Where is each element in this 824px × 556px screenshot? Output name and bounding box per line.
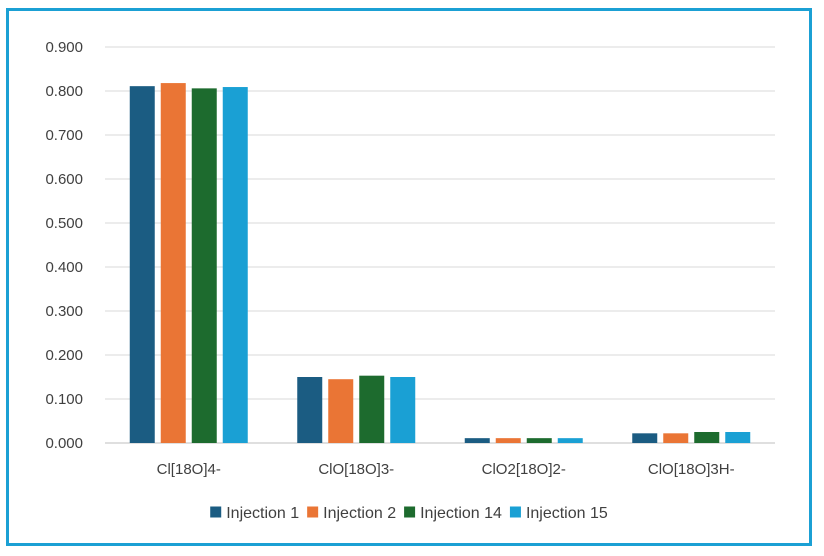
legend-label: Injection 2 — [323, 505, 396, 522]
legend-swatch — [210, 506, 222, 518]
bar-injection-15-2 — [557, 438, 583, 443]
bar-injection-15-0 — [222, 87, 248, 443]
bar-injection-2-2 — [495, 438, 521, 443]
x-tick-label: ClO[18O]3- — [318, 461, 394, 478]
legend-item-injection-15: Injection 15 — [509, 505, 608, 522]
x-axis-tick-labels: Cl[18O]4- ClO[18O]3- ClO2[18O]2- ClO[18O]3H… — [157, 461, 735, 478]
legend-swatch — [509, 506, 521, 518]
legend-label: Injection 1 — [226, 505, 299, 522]
bar-injection-1-3 — [632, 433, 658, 443]
bar-chart: 0.000 0.100 0.200 0.300 0.400 0.500 0.600 0.700… — [45, 39, 775, 522]
bars — [129, 83, 751, 444]
bar-injection-14-2 — [526, 438, 552, 443]
y-tick-label: 0.200 — [45, 347, 83, 364]
legend: Injection 1 Injection 2 Injection 14 Inject… — [210, 505, 608, 522]
y-tick-label: 0.800 — [45, 83, 83, 100]
bar-injection-15-3 — [725, 432, 751, 443]
y-tick-label: 0.300 — [45, 303, 83, 320]
x-tick-label: ClO[18O]3H- — [648, 461, 735, 478]
bar-injection-1-2 — [464, 438, 490, 443]
y-tick-label: 0.100 — [45, 391, 83, 408]
legend-swatch — [404, 506, 416, 518]
bar-injection-15-1 — [390, 377, 416, 443]
bar-injection-14-1 — [359, 375, 385, 443]
legend-label: Injection 14 — [420, 505, 502, 522]
y-tick-label: 0.400 — [45, 259, 83, 276]
y-tick-label: 0.900 — [45, 39, 83, 56]
y-tick-label: 0.500 — [45, 215, 83, 232]
legend-item-injection-2: Injection 2 — [307, 505, 396, 522]
y-axis-tick-labels: 0.000 0.100 0.200 0.300 0.400 0.500 0.600 0.700… — [45, 39, 83, 452]
y-tick-label: 0.000 — [45, 435, 83, 452]
chart-frame: 0.000 0.100 0.200 0.300 0.400 0.500 0.600 0.700… — [6, 8, 812, 546]
bar-injection-2-3 — [663, 433, 689, 443]
bar-injection-14-0 — [191, 88, 217, 444]
x-tick-label: ClO2[18O]2- — [482, 461, 566, 478]
y-tick-label: 0.600 — [45, 171, 83, 188]
legend-swatch — [307, 506, 319, 518]
y-tick-label: 0.700 — [45, 127, 83, 144]
bar-injection-2-0 — [160, 83, 186, 443]
legend-label: Injection 15 — [526, 505, 608, 522]
legend-item-injection-14: Injection 14 — [404, 505, 502, 522]
bar-injection-2-1 — [328, 379, 354, 443]
x-tick-label: Cl[18O]4- — [157, 461, 221, 478]
bar-injection-1-1 — [297, 377, 323, 443]
bar-injection-1-0 — [129, 86, 155, 443]
bar-injection-14-3 — [694, 432, 720, 443]
legend-item-injection-1: Injection 1 — [210, 505, 299, 522]
